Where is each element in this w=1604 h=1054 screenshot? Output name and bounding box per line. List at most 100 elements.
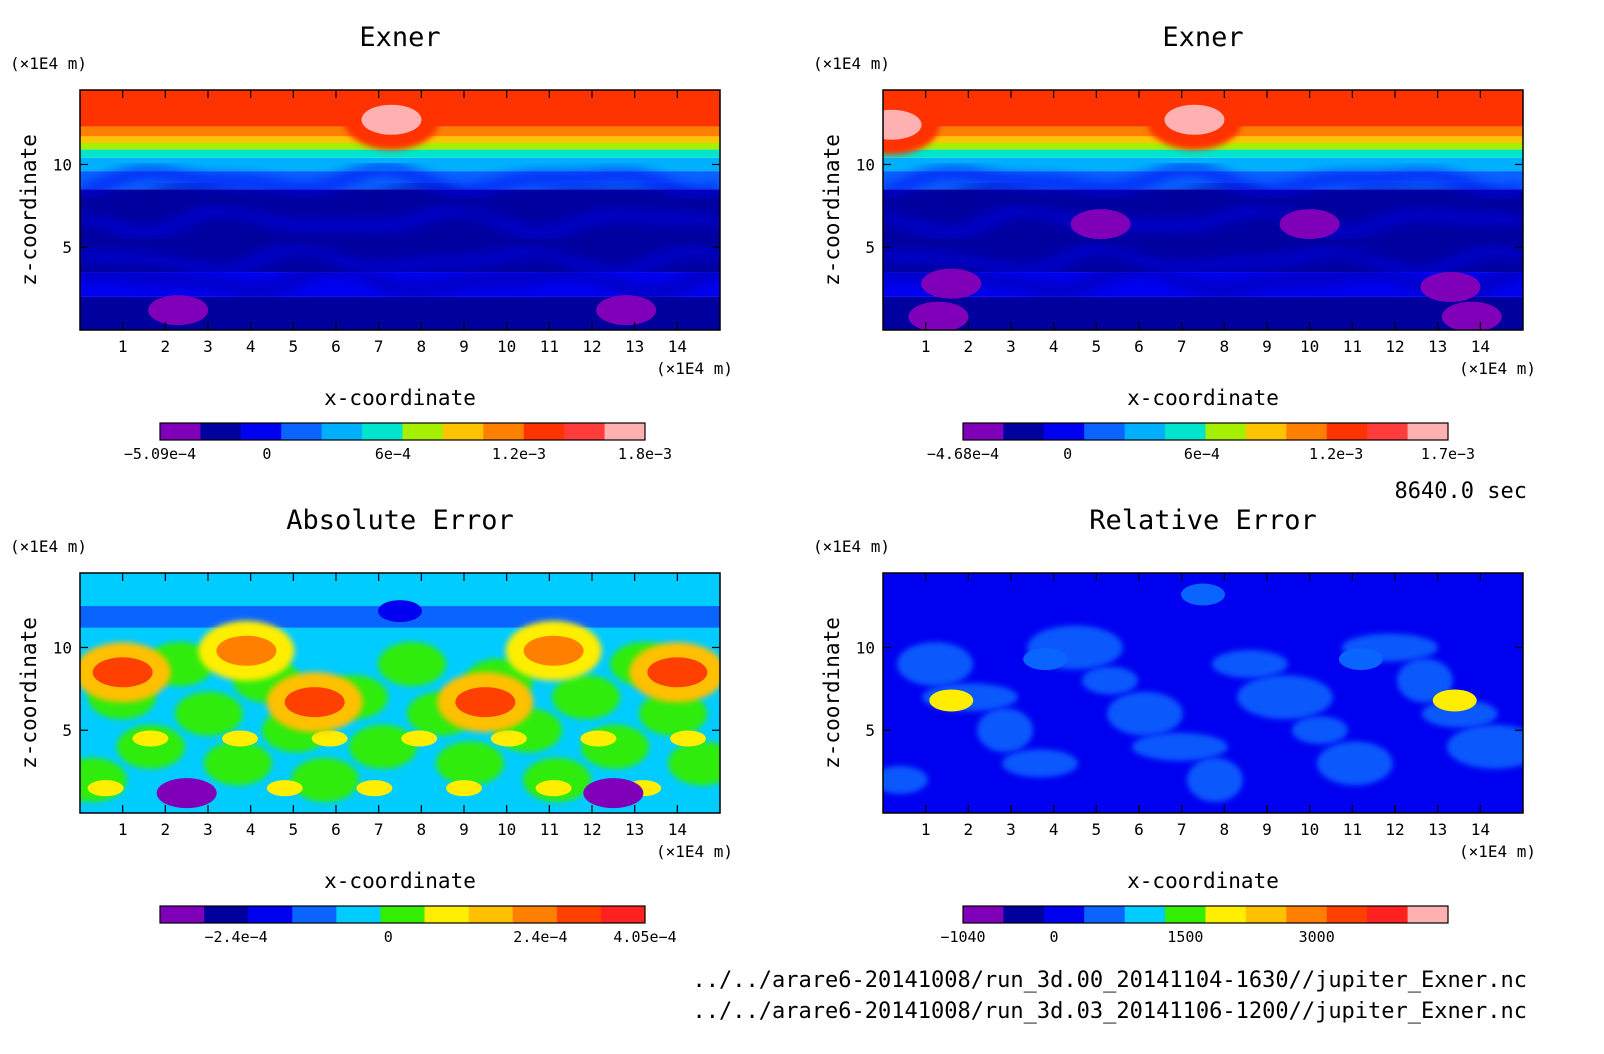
x-unit-label: (×1E4 m)	[656, 842, 733, 861]
x-tick-label: 7	[374, 820, 384, 839]
colorbar-swatch	[1245, 906, 1287, 923]
contour-feature	[361, 104, 422, 135]
contour-feature	[216, 635, 277, 666]
contour-feature	[1181, 583, 1225, 606]
panel-title: Exner	[359, 22, 440, 53]
contour-band	[883, 201, 1523, 241]
y-axis-label: z-coordinate	[17, 617, 41, 769]
contour-blob	[1396, 658, 1453, 703]
x-tick-label: 11	[1343, 337, 1362, 356]
plot-frame	[882, 89, 1524, 331]
plot-area	[80, 90, 720, 330]
x-unit-label: (×1E4 m)	[656, 359, 733, 378]
contour-feature	[647, 657, 708, 688]
colorbar-tick-label: 1.8e−3	[618, 445, 672, 463]
contour-feature	[596, 295, 657, 326]
contour-feature	[1070, 209, 1131, 240]
x-tick-label: 1	[921, 820, 931, 839]
contour-band	[80, 259, 720, 301]
colorbar-swatch	[281, 423, 323, 440]
contour-feature	[908, 301, 969, 330]
x-tick-label: 8	[417, 820, 427, 839]
colorbar-swatch	[424, 906, 470, 923]
contour-band	[80, 240, 720, 281]
colorbar-swatch	[1326, 906, 1368, 923]
x-axis-label: x-coordinate	[324, 869, 476, 893]
colorbar-swatch	[1407, 423, 1449, 440]
contour-feature	[921, 268, 982, 299]
contour-feature	[284, 687, 345, 718]
colorbar-swatch	[1326, 423, 1368, 440]
y-tick-label: 10	[856, 155, 875, 174]
plot-area	[883, 90, 1523, 330]
contour-blob	[203, 741, 272, 786]
colorbar: −2.4e−4 0 2.4e−4 4.05e−4	[159, 905, 677, 946]
x-tick-label: 11	[1343, 820, 1362, 839]
colorbar-tick-label: −2.4e−4	[204, 928, 267, 946]
x-axis-label: x-coordinate	[1127, 869, 1279, 893]
colorbar-tick-label: 0	[1063, 445, 1072, 463]
contour-blob	[1106, 691, 1183, 736]
y-axis-label: z-coordinate	[820, 134, 844, 286]
x-tick-label: 6	[331, 820, 341, 839]
contour-band	[883, 161, 1523, 201]
x-tick-label: 1	[921, 337, 931, 356]
contour-band	[883, 181, 1523, 221]
contour-feature	[929, 689, 974, 712]
x-tick-label: 8	[417, 337, 427, 356]
x-tick-label: 4	[246, 820, 256, 839]
y-tick-label: 10	[53, 638, 72, 657]
colorbar-frame	[962, 905, 1449, 924]
colorbar-swatch	[564, 423, 606, 440]
x-tick-label: 6	[1134, 820, 1144, 839]
contour-band	[883, 222, 1523, 261]
colorbar-swatch	[362, 423, 403, 440]
contour-blob	[356, 780, 393, 797]
contour-blob	[883, 765, 929, 794]
x-tick-label: 10	[497, 337, 516, 356]
contour-feature	[1338, 648, 1383, 671]
colorbar-swatch	[160, 423, 201, 440]
contour-band	[883, 259, 1523, 301]
x-tick-label: 12	[582, 820, 601, 839]
contour-band	[80, 222, 720, 261]
x-tick-label: 2	[161, 337, 171, 356]
colorbar-swatch	[442, 423, 484, 440]
contour-blob	[1236, 675, 1333, 720]
contour-band	[883, 240, 1523, 281]
contour-blob	[639, 691, 708, 736]
x-tick-label: 4	[1049, 820, 1059, 839]
panel-title: Absolute Error	[286, 505, 514, 536]
contour-blob	[132, 730, 169, 747]
plot-frame	[79, 89, 721, 331]
colorbar: −4.68e−4 0 6e−4 1.2e−3 1.7e−3	[927, 422, 1475, 463]
colorbar-swatch	[248, 906, 293, 923]
colorbar-frame	[159, 905, 646, 924]
y-tick-label: 5	[865, 721, 875, 740]
x-tick-label: 10	[1300, 820, 1319, 839]
colorbar-frame	[159, 422, 646, 441]
y-axis-label: z-coordinate	[17, 134, 41, 286]
x-axis-label: x-coordinate	[1127, 386, 1279, 410]
x-tick-label: 3	[1006, 820, 1016, 839]
contour-blob	[377, 642, 446, 687]
y-axis-label: z-coordinate	[820, 617, 844, 769]
colorbar-swatch	[468, 906, 514, 923]
contour-blob	[552, 675, 621, 720]
contour-band	[80, 181, 720, 221]
colorbar-tick-label: −4.68e−4	[927, 445, 999, 463]
colorbar-tick-label: 0	[1050, 928, 1059, 946]
x-tick-label: 13	[1428, 337, 1447, 356]
colorbar-swatch	[1407, 906, 1449, 923]
contour-band	[80, 161, 720, 201]
colorbar-swatch	[963, 906, 1004, 923]
x-tick-label: 8	[1220, 820, 1230, 839]
colorbar-swatch	[240, 423, 282, 440]
contour-band	[80, 149, 720, 158]
contour-blob	[535, 780, 572, 797]
contour-blob	[977, 708, 1034, 753]
colorbar-swatch	[204, 906, 249, 923]
file-path-2: ../../arare6-20141008/run_3d.03_20141106…	[693, 999, 1527, 1024]
